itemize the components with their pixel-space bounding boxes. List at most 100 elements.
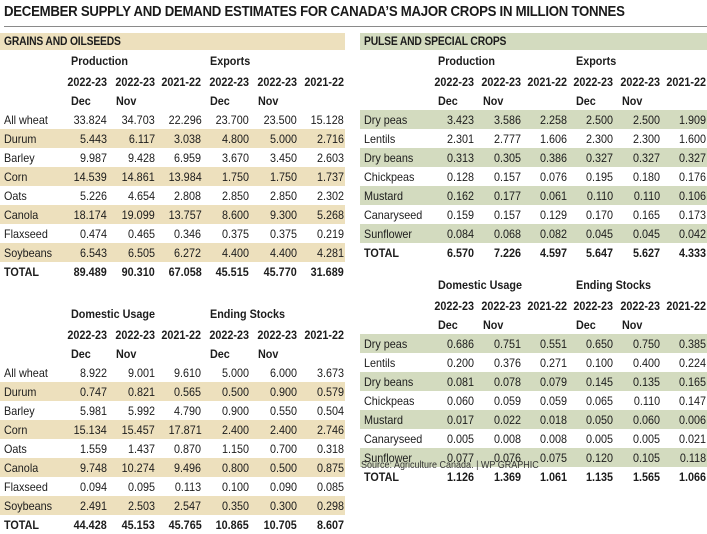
crop-label: Corn [4, 169, 28, 184]
year-header: 2021-22 [522, 72, 568, 91]
value-cell: 0.298 [297, 496, 345, 515]
grains-table-0: Production Exports 2022-23 2022-23 2021-22 20… [0, 50, 345, 281]
value-cell: 1.559 [63, 439, 108, 458]
blank-cell [0, 303, 63, 325]
group-label-1: Exports [575, 54, 617, 68]
value-2: 0.386 [539, 150, 567, 165]
value-cell: 15.128 [298, 110, 345, 129]
value-2: 13.757 [168, 207, 202, 222]
value-4: 0.135 [632, 374, 660, 389]
value-5: 2.716 [316, 131, 344, 146]
value-2: 0.018 [539, 412, 567, 427]
total-value: 45.770 [250, 262, 298, 281]
value-cell: 17.871 [155, 420, 203, 439]
value-5: 0.224 [678, 355, 706, 370]
value-cell: 3.038 [155, 129, 203, 148]
value-cell: 4.800 [202, 129, 250, 148]
month-header: Dec [202, 344, 250, 363]
value-4: 0.045 [632, 226, 660, 241]
year-label-3: 2022-23 [209, 74, 249, 89]
crop-name: Canola [0, 458, 63, 477]
crop-name: Dry beans [360, 372, 431, 391]
value-1: 4.654 [127, 188, 155, 203]
value-3: 1.150 [221, 441, 249, 456]
crop-name: Dry peas [360, 110, 431, 129]
month-header [156, 344, 203, 363]
value-0: 0.747 [79, 384, 107, 399]
value-cell: 1.600 [661, 129, 707, 148]
value-4: 0.900 [269, 384, 297, 399]
crop-label: Durum [4, 384, 37, 399]
year-header: 2021-22 [522, 296, 568, 315]
value-5: 2.302 [316, 188, 344, 203]
value-cell: 1.750 [249, 167, 298, 186]
year-header: 2022-23 [430, 296, 475, 315]
total-label-text: TOTAL [364, 245, 400, 260]
crop-name: Chickpeas [360, 167, 430, 186]
value-4: 0.005 [632, 431, 660, 446]
value-cell: 0.021 [661, 429, 707, 448]
month-header: Nov [614, 91, 660, 110]
value-4: 1.750 [269, 169, 297, 184]
table-row: All wheat 33.824 34.703 22.296 23.700 23.500 1… [0, 110, 345, 129]
total-label: TOTAL [0, 262, 63, 281]
crop-label: Dry peas [364, 336, 408, 351]
year-header: 2021-22 [661, 296, 707, 315]
year-label-5: 2021-22 [304, 327, 344, 342]
value-cell: 0.060 [614, 410, 661, 429]
value-4: 0.110 [633, 393, 660, 408]
table-row: Chickpeas 0.128 0.157 0.076 0.195 0.180 0.176 [360, 167, 707, 186]
table-row: Corn 15.134 15.457 17.871 2.400 2.400 2.746 [0, 420, 345, 439]
value-cell: 14.861 [107, 167, 156, 186]
value-cell: 0.005 [568, 429, 614, 448]
value-cell: 3.423 [430, 110, 476, 129]
value-5: 0.006 [678, 412, 706, 427]
value-cell: 0.090 [250, 477, 298, 496]
value-cell: 9.748 [62, 458, 108, 477]
blank-cell [360, 315, 430, 334]
value-2: 2.547 [174, 498, 202, 513]
value-5: 0.327 [678, 150, 706, 165]
total-value-4: 1.565 [632, 469, 660, 484]
table-row: Flaxseed 0.094 0.095 0.113 0.100 0.090 0.085 [0, 477, 345, 496]
month-header: Nov [475, 91, 522, 110]
value-cell: 0.375 [202, 224, 250, 243]
value-4: 0.750 [632, 336, 660, 351]
month-header: Nov [108, 344, 156, 363]
value-cell: 1.750 [202, 167, 250, 186]
total-value: 67.058 [156, 262, 203, 281]
value-cell: 0.059 [522, 391, 568, 410]
value-cell: 0.686 [430, 334, 476, 353]
value-cell: 9.300 [249, 205, 298, 224]
value-cell: 0.386 [522, 148, 568, 167]
value-5: 0.173 [678, 207, 706, 222]
total-value: 89.489 [63, 262, 108, 281]
value-cell: 0.128 [430, 167, 475, 186]
value-cell: 0.008 [522, 429, 568, 448]
crop-label: Soybeans [4, 245, 53, 260]
month-label-3: Dec [575, 317, 596, 332]
value-2: 0.061 [539, 188, 567, 203]
value-cell: 2.808 [156, 186, 203, 205]
value-cell: 0.129 [522, 205, 568, 224]
value-cell: 0.157 [475, 205, 522, 224]
value-cell: 2.400 [249, 420, 298, 439]
value-cell: 6.272 [155, 243, 203, 262]
value-5: 3.673 [316, 365, 344, 380]
month-header: Dec [63, 344, 108, 363]
value-cell: 0.271 [522, 353, 568, 372]
value-1: 3.586 [493, 112, 521, 127]
table-row: Sunflower 0.077 0.076 0.075 0.120 0.105 0.118 [360, 448, 707, 467]
crop-name: Flaxseed [0, 224, 63, 243]
group-header: Ending Stocks [202, 303, 345, 325]
value-1: 0.076 [493, 450, 521, 465]
value-5: 1.737 [316, 169, 344, 184]
crop-label: Canola [4, 460, 39, 475]
pulse-heading: PULSE AND SPECIAL CROPS [364, 34, 507, 48]
value-cell: 0.751 [475, 334, 522, 353]
value-cell: 0.550 [250, 401, 298, 420]
value-0: 0.005 [447, 431, 475, 446]
total-value: 4.333 [661, 243, 707, 262]
total-value-2: 45.765 [168, 517, 202, 532]
total-value-2: 4.597 [539, 245, 567, 260]
